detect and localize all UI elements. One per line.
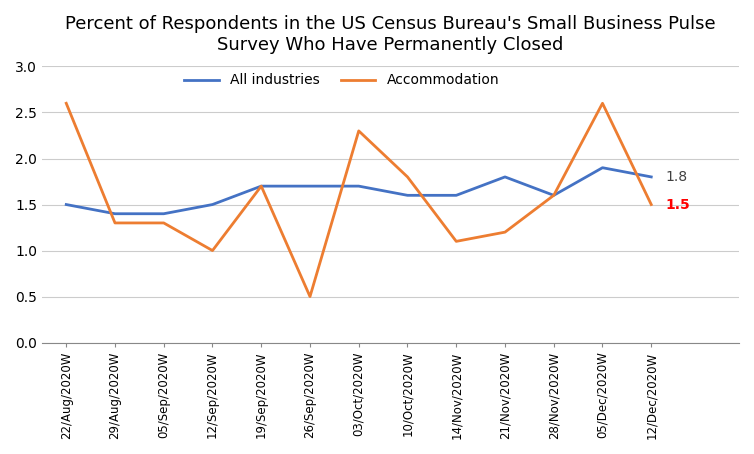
- Accommodation: [208, 248, 217, 253]
- All industries: [452, 192, 461, 198]
- All industries: [403, 192, 412, 198]
- Title: Percent of Respondents in the US Census Bureau's Small Business Pulse
Survey Who: Percent of Respondents in the US Census …: [65, 15, 716, 54]
- All industries: [501, 174, 510, 180]
- Accommodation: [111, 220, 120, 226]
- Text: 1.8: 1.8: [666, 170, 688, 184]
- Legend: All industries, Accommodation: All industries, Accommodation: [179, 68, 504, 93]
- Accommodation: [256, 183, 265, 189]
- Accommodation: [305, 294, 314, 299]
- All industries: [354, 183, 363, 189]
- Accommodation: [354, 128, 363, 133]
- Accommodation: [647, 202, 656, 207]
- All industries: [256, 183, 265, 189]
- All industries: [305, 183, 314, 189]
- Accommodation: [403, 174, 412, 180]
- Accommodation: [549, 192, 558, 198]
- All industries: [111, 211, 120, 217]
- Accommodation: [501, 229, 510, 235]
- Text: 1.5: 1.5: [666, 197, 691, 212]
- Accommodation: [62, 100, 71, 106]
- Line: All industries: All industries: [66, 168, 651, 214]
- Accommodation: [452, 239, 461, 244]
- Line: Accommodation: Accommodation: [66, 103, 651, 296]
- All industries: [598, 165, 607, 170]
- All industries: [159, 211, 168, 217]
- All industries: [647, 174, 656, 180]
- All industries: [62, 202, 71, 207]
- All industries: [549, 192, 558, 198]
- All industries: [208, 202, 217, 207]
- Accommodation: [598, 100, 607, 106]
- Accommodation: [159, 220, 168, 226]
